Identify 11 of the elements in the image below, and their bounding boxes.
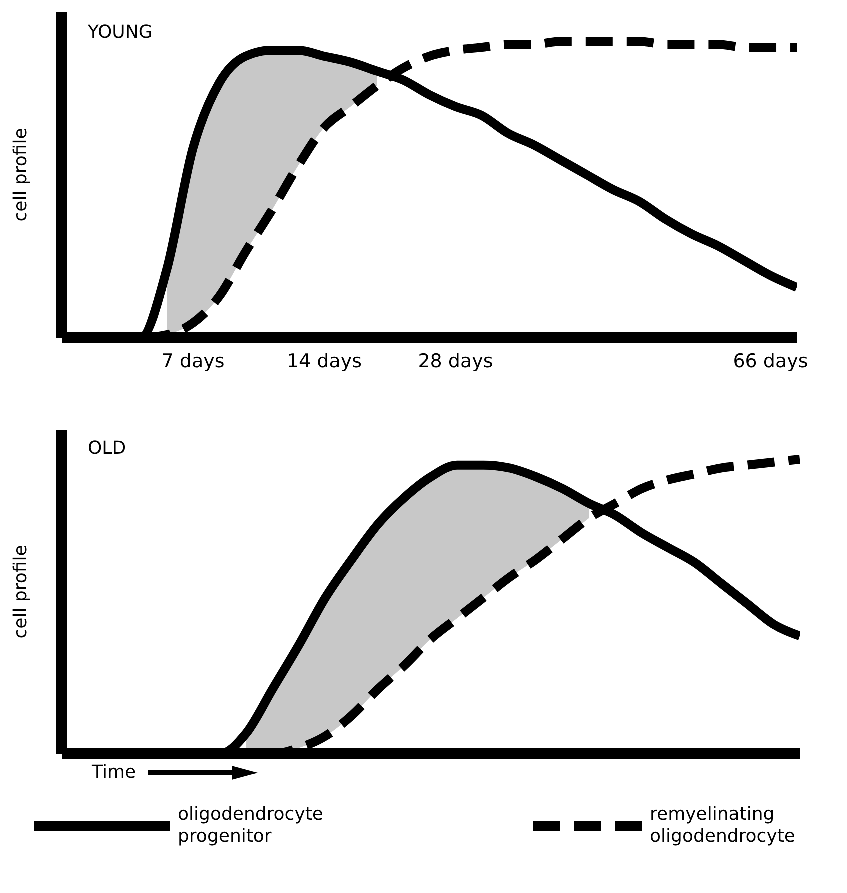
y-axis-title: cell profile	[10, 128, 32, 222]
x-tick-label: 28 days	[418, 350, 494, 372]
chart-title: YOUNG	[88, 22, 153, 43]
y-axis-title: cell profile	[10, 545, 32, 639]
text: oligodendrocyte progenitor	[178, 804, 324, 848]
chart-title: OLD	[88, 438, 126, 459]
x-tick-label: 66 days	[733, 350, 808, 372]
x-tick-label: 14 days	[286, 350, 362, 372]
legend-label: remyelinating oligodendrocyte	[650, 804, 796, 848]
text: Time	[92, 762, 136, 783]
x-tick-label: 7 days	[162, 350, 225, 372]
